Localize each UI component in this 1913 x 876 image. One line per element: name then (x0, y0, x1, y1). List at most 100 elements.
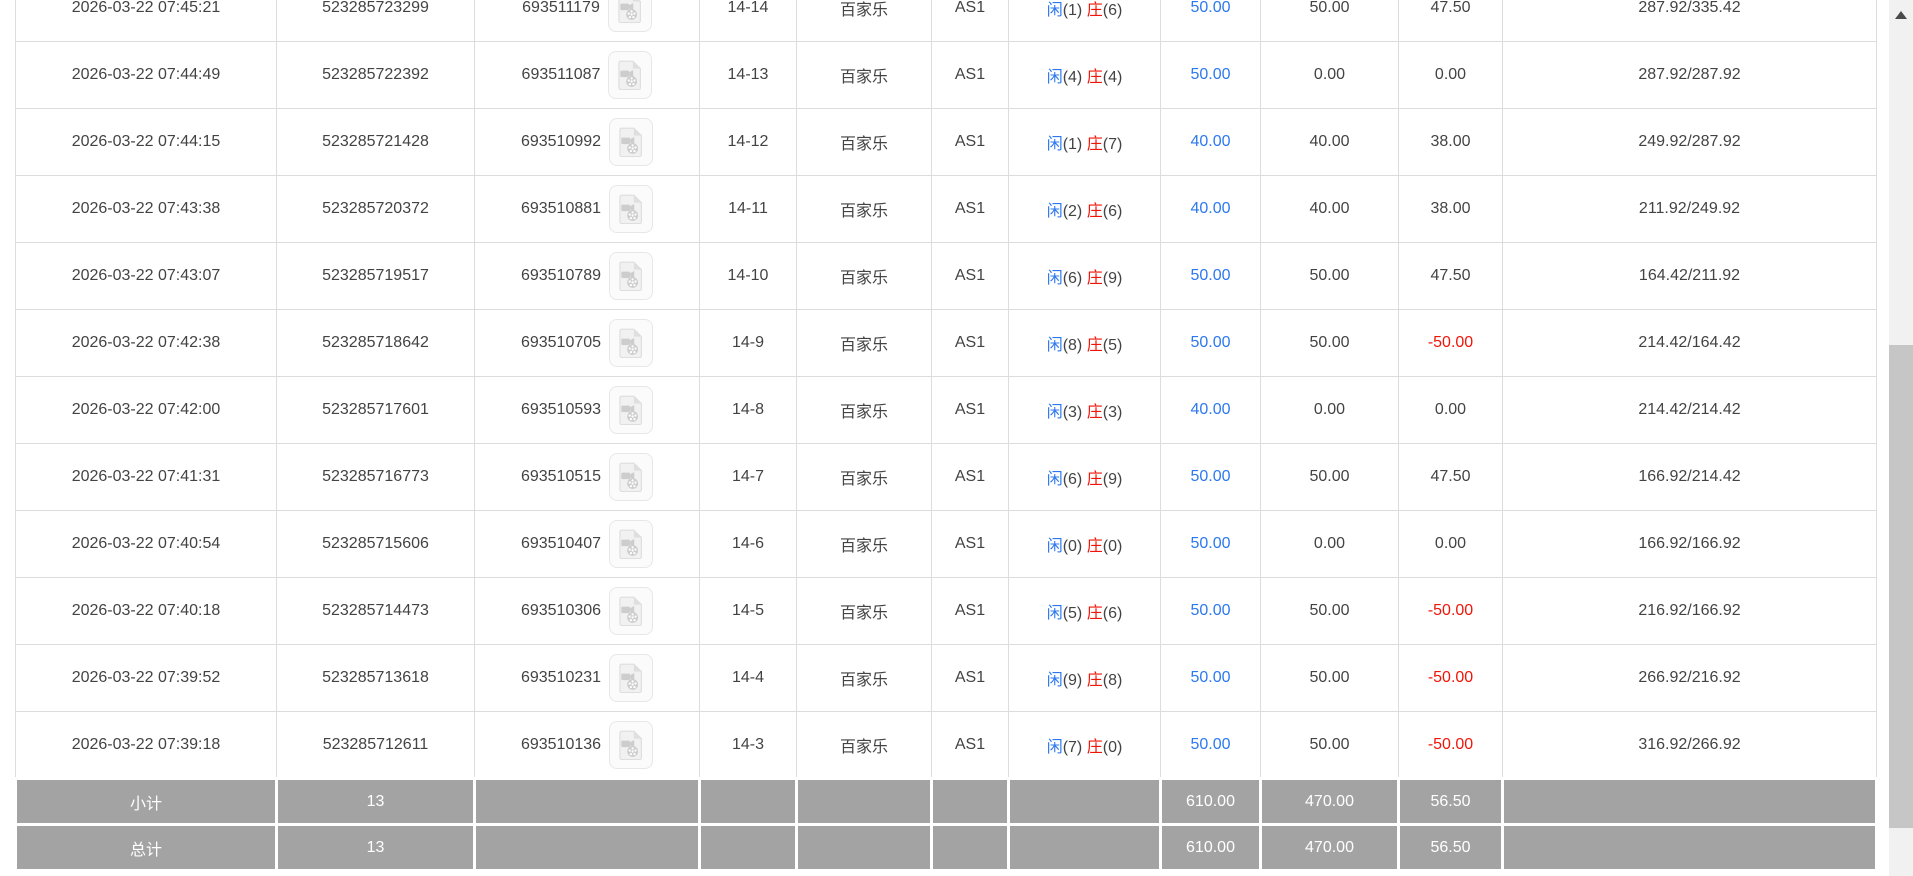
video-replay-button[interactable] (609, 319, 654, 367)
table-id-cell: AS1 (931, 711, 1009, 779)
valid-bet-cell: 0.00 (1260, 376, 1399, 444)
banker-result-count: (7) (1102, 136, 1123, 153)
game-no-cell: 693510593 (474, 376, 700, 444)
bet-history-table-area: 2026-03-22 07:45:21 523285723299 693511179… (14, 0, 1878, 872)
player-result-count: (3) (1062, 404, 1083, 421)
video-replay-button[interactable] (609, 453, 654, 501)
summary-empty-cell (795, 823, 933, 872)
player-result-count: (0) (1062, 538, 1083, 555)
summary-empty-cell (795, 777, 933, 826)
video-replay-button[interactable] (609, 386, 654, 434)
bet-amount-cell[interactable]: 40.00 (1160, 376, 1261, 444)
game-no-cell: 693510515 (474, 443, 700, 511)
bet-amount-cell[interactable]: 50.00 (1160, 577, 1261, 645)
banker-result-label: 庄 (1086, 69, 1103, 86)
game-type-cell: 百家乐 (796, 309, 932, 377)
summary-bet-total-cell: 610.00 (1159, 823, 1262, 872)
banker-result-label: 庄 (1086, 738, 1103, 756)
winloss-cell: 38.00 (1398, 175, 1503, 243)
summary-empty-cell (1501, 823, 1878, 872)
video-replay-button[interactable] (609, 520, 654, 568)
result-cell: 闲(4) 庄(4) (1008, 41, 1161, 109)
round-cell: 14-14 (699, 0, 797, 42)
round-cell: 14-7 (699, 443, 797, 511)
video-file-icon (619, 730, 643, 760)
video-file-icon (619, 194, 643, 224)
scroll-up-button[interactable] (1889, 6, 1913, 24)
game-type-cell: 百家乐 (796, 711, 932, 779)
bet-amount-cell[interactable]: 50.00 (1160, 242, 1261, 310)
player-result-label: 闲 (1046, 69, 1063, 86)
winloss-cell: -50.00 (1398, 309, 1503, 377)
balance-cell: 211.92/249.92 (1502, 175, 1877, 243)
bet-amount-cell[interactable]: 40.00 (1160, 175, 1261, 243)
banker-result-count: (0) (1102, 538, 1123, 555)
result-cell: 闲(7) 庄(0) (1008, 711, 1161, 779)
summary-winloss-total-cell: 56.50 (1397, 777, 1504, 826)
balance-cell: 287.92/335.42 (1502, 0, 1877, 42)
player-result-count: (7) (1062, 738, 1083, 756)
bet-amount-cell[interactable]: 50.00 (1160, 510, 1261, 578)
banker-result-count: (9) (1102, 471, 1123, 488)
summary-count-cell: 13 (275, 823, 476, 872)
bet-amount-cell[interactable]: 40.00 (1160, 108, 1261, 176)
summary-empty-cell (698, 777, 798, 826)
video-replay-button[interactable] (608, 51, 653, 99)
video-replay-button[interactable] (609, 654, 654, 702)
summary-empty-cell (473, 777, 701, 826)
bet-amount-cell[interactable]: 50.00 (1160, 41, 1261, 109)
bet-amount-cell[interactable]: 50.00 (1160, 644, 1261, 712)
bet-amount-cell[interactable]: 50.00 (1160, 443, 1261, 511)
bet-time-cell: 2026-03-22 07:40:54 (15, 510, 277, 578)
player-result-label: 闲 (1046, 2, 1063, 19)
balance-cell: 316.92/266.92 (1502, 711, 1877, 779)
video-file-icon (619, 663, 643, 693)
player-result-label: 闲 (1046, 538, 1063, 555)
game-no-text: 693510593 (520, 401, 602, 418)
banker-result-count: (8) (1102, 672, 1123, 689)
game-type-cell: 百家乐 (796, 41, 932, 109)
valid-bet-cell: 40.00 (1260, 108, 1399, 176)
summary-empty-cell (1501, 777, 1878, 826)
video-replay-button[interactable] (609, 720, 654, 769)
round-cell: 14-13 (699, 41, 797, 109)
video-file-icon (619, 529, 643, 559)
banker-result-count: (5) (1102, 337, 1123, 354)
summary-empty-cell (698, 823, 798, 872)
table-row: 2026-03-22 07:40:18 523285714473 693510306… (15, 577, 1877, 645)
order-no-cell: 523285717601 (276, 376, 475, 444)
banker-result-label: 庄 (1086, 471, 1103, 488)
video-replay-button[interactable] (609, 185, 654, 233)
banker-result-count: (3) (1102, 404, 1123, 421)
game-no-text: 693511087 (521, 66, 601, 83)
summary-valid-total-cell: 470.00 (1259, 823, 1400, 872)
order-no-cell: 523285722392 (276, 41, 475, 109)
table-id-cell: AS1 (931, 510, 1009, 578)
table-row: 2026-03-22 07:44:49 523285722392 693511087… (15, 41, 1877, 109)
video-replay-button[interactable] (609, 252, 654, 300)
table-row: 2026-03-22 07:45:21 523285723299 693511179… (15, 0, 1877, 42)
bet-amount-cell[interactable]: 50.00 (1160, 0, 1261, 42)
bet-time-cell: 2026-03-22 07:41:31 (15, 443, 277, 511)
banker-result-count: (4) (1102, 69, 1123, 86)
bet-amount-cell[interactable]: 50.00 (1160, 309, 1261, 377)
scrollbar-thumb[interactable] (1889, 345, 1913, 828)
player-result-label: 闲 (1046, 337, 1063, 354)
winloss-cell: 0.00 (1398, 41, 1503, 109)
valid-bet-cell: 50.00 (1260, 242, 1399, 310)
video-replay-button[interactable] (609, 587, 654, 635)
game-no-cell: 693510136 (474, 711, 700, 779)
summary-winloss-total-cell: 56.50 (1397, 823, 1504, 872)
bet-amount-cell[interactable]: 50.00 (1160, 711, 1261, 779)
video-replay-button[interactable] (609, 118, 654, 166)
table-id-cell: AS1 (931, 644, 1009, 712)
video-replay-button[interactable] (607, 0, 652, 32)
vertical-scrollbar[interactable] (1889, 0, 1913, 876)
table-id-cell: AS1 (931, 242, 1009, 310)
banker-result-label: 庄 (1086, 672, 1103, 689)
order-no-cell: 523285714473 (276, 577, 475, 645)
valid-bet-cell: 40.00 (1260, 175, 1399, 243)
game-no-text: 693510881 (520, 200, 602, 217)
player-result-label: 闲 (1046, 270, 1063, 287)
game-no-text: 693510705 (520, 334, 602, 351)
